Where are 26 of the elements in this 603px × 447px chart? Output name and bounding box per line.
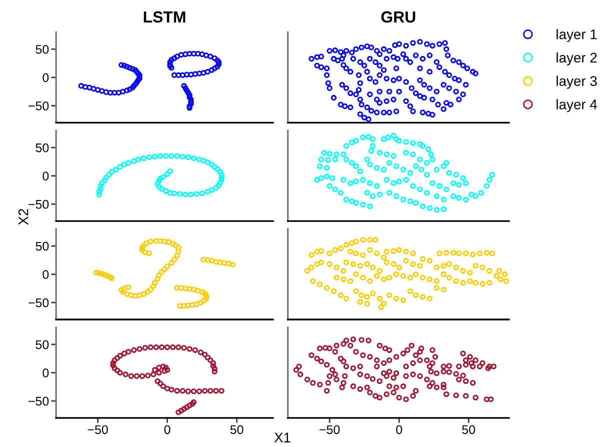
y-tick-label: 0 (42, 270, 49, 279)
x-tick-label: 0 (396, 425, 402, 434)
chart-title: GRU (381, 11, 416, 23)
x-tick-label: −50 (320, 425, 340, 434)
y-tick-label: −50 (28, 298, 49, 308)
chart-title: LSTM (144, 11, 186, 23)
y-tick-label: 50 (36, 143, 49, 152)
y-tick-label: −50 (28, 101, 49, 110)
x-tick-label: 50 (230, 425, 244, 434)
y-tick-label: 0 (42, 368, 49, 378)
y-tick-label: 0 (42, 73, 49, 82)
y-tick-label: 50 (36, 44, 49, 54)
x-axis-title: X1 (274, 432, 290, 442)
y-tick-label: 50 (36, 242, 49, 251)
y-tick-label: 50 (36, 340, 49, 350)
x-tick-label: 50 (462, 425, 476, 434)
y-axis-title: X2 (18, 209, 28, 225)
x-tick-label: −50 (88, 425, 108, 434)
legend-label: layer 2 (556, 52, 597, 66)
legend-label: layer 3 (556, 76, 597, 89)
x-tick-label: 0 (164, 425, 170, 434)
y-tick-label: −50 (28, 396, 49, 406)
legend-label: layer 1 (556, 29, 597, 42)
y-tick-label: 0 (42, 172, 49, 180)
y-tick-label: −50 (28, 200, 49, 209)
legend-label: layer 4 (556, 99, 597, 112)
